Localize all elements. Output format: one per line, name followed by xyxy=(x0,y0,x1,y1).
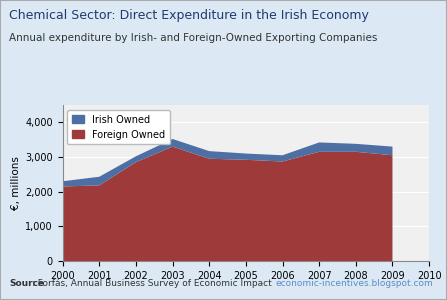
Text: : Forfás, Annual Business Survey of Economic Impact: : Forfás, Annual Business Survey of Econ… xyxy=(32,279,272,288)
Y-axis label: €, millions: €, millions xyxy=(11,156,21,210)
Text: Source: Source xyxy=(9,279,44,288)
Text: Annual expenditure by Irish- and Foreign-Owned Exporting Companies: Annual expenditure by Irish- and Foreign… xyxy=(9,33,377,43)
Text: Chemical Sector: Direct Expenditure in the Irish Economy: Chemical Sector: Direct Expenditure in t… xyxy=(9,9,369,22)
Text: economic-incentives.blogspot.com: economic-incentives.blogspot.com xyxy=(276,279,434,288)
Legend: Irish Owned, Foreign Owned: Irish Owned, Foreign Owned xyxy=(67,110,170,144)
